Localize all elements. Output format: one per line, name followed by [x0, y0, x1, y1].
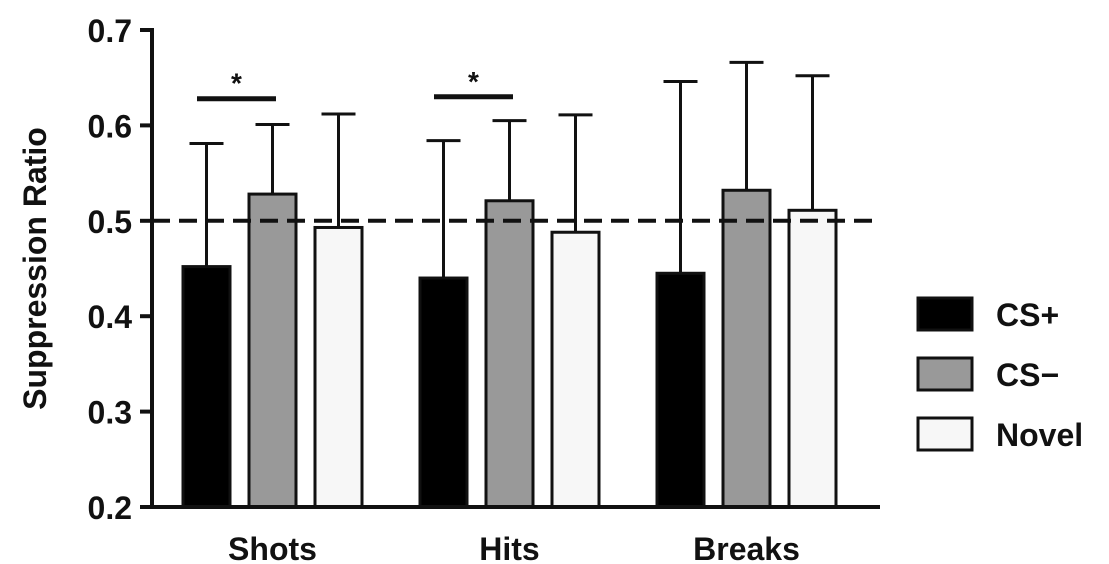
bar-2-1	[550, 230, 601, 509]
legend-swatch-2	[916, 416, 974, 452]
axes-layer: 0.2 0.3 0.4 0.5 0.6 0.7 Shots Hits Breaks Suppres…	[17, 13, 880, 564]
y-tick-label-3: 0.5	[88, 204, 132, 240]
legend-label-2: Novel	[996, 417, 1083, 453]
y-tick-label-5: 0.7	[88, 13, 132, 49]
y-tick-label-0: 0.2	[88, 490, 132, 526]
bar-0-1	[418, 276, 469, 509]
legend: CS+ CS− Novel	[916, 296, 1083, 453]
significance-star-1: *	[468, 66, 479, 97]
legend-label-1: CS−	[996, 357, 1059, 393]
bar-1-2	[721, 188, 772, 509]
bar-2-0	[313, 225, 364, 509]
bar-0-2	[655, 271, 706, 509]
x-tick-label-1: Hits	[479, 531, 539, 564]
y-axis-title: Suppression Ratio	[17, 127, 53, 410]
bars-layer: * *	[152, 60, 880, 509]
bar-1-1	[484, 199, 535, 509]
significance-star-0: *	[231, 68, 242, 99]
bar-0-0	[181, 265, 232, 509]
y-tick-label-4: 0.6	[88, 108, 132, 144]
bar-1-0	[247, 192, 298, 509]
x-tick-label-2: Breaks	[693, 531, 800, 564]
legend-swatch-0	[916, 296, 974, 332]
y-tick-label-2: 0.4	[88, 299, 133, 335]
y-tick-label-1: 0.3	[88, 395, 132, 431]
legend-swatch-1	[916, 356, 974, 392]
x-tick-label-0: Shots	[228, 531, 317, 564]
bar-2-2	[787, 208, 838, 509]
legend-label-0: CS+	[996, 297, 1059, 333]
